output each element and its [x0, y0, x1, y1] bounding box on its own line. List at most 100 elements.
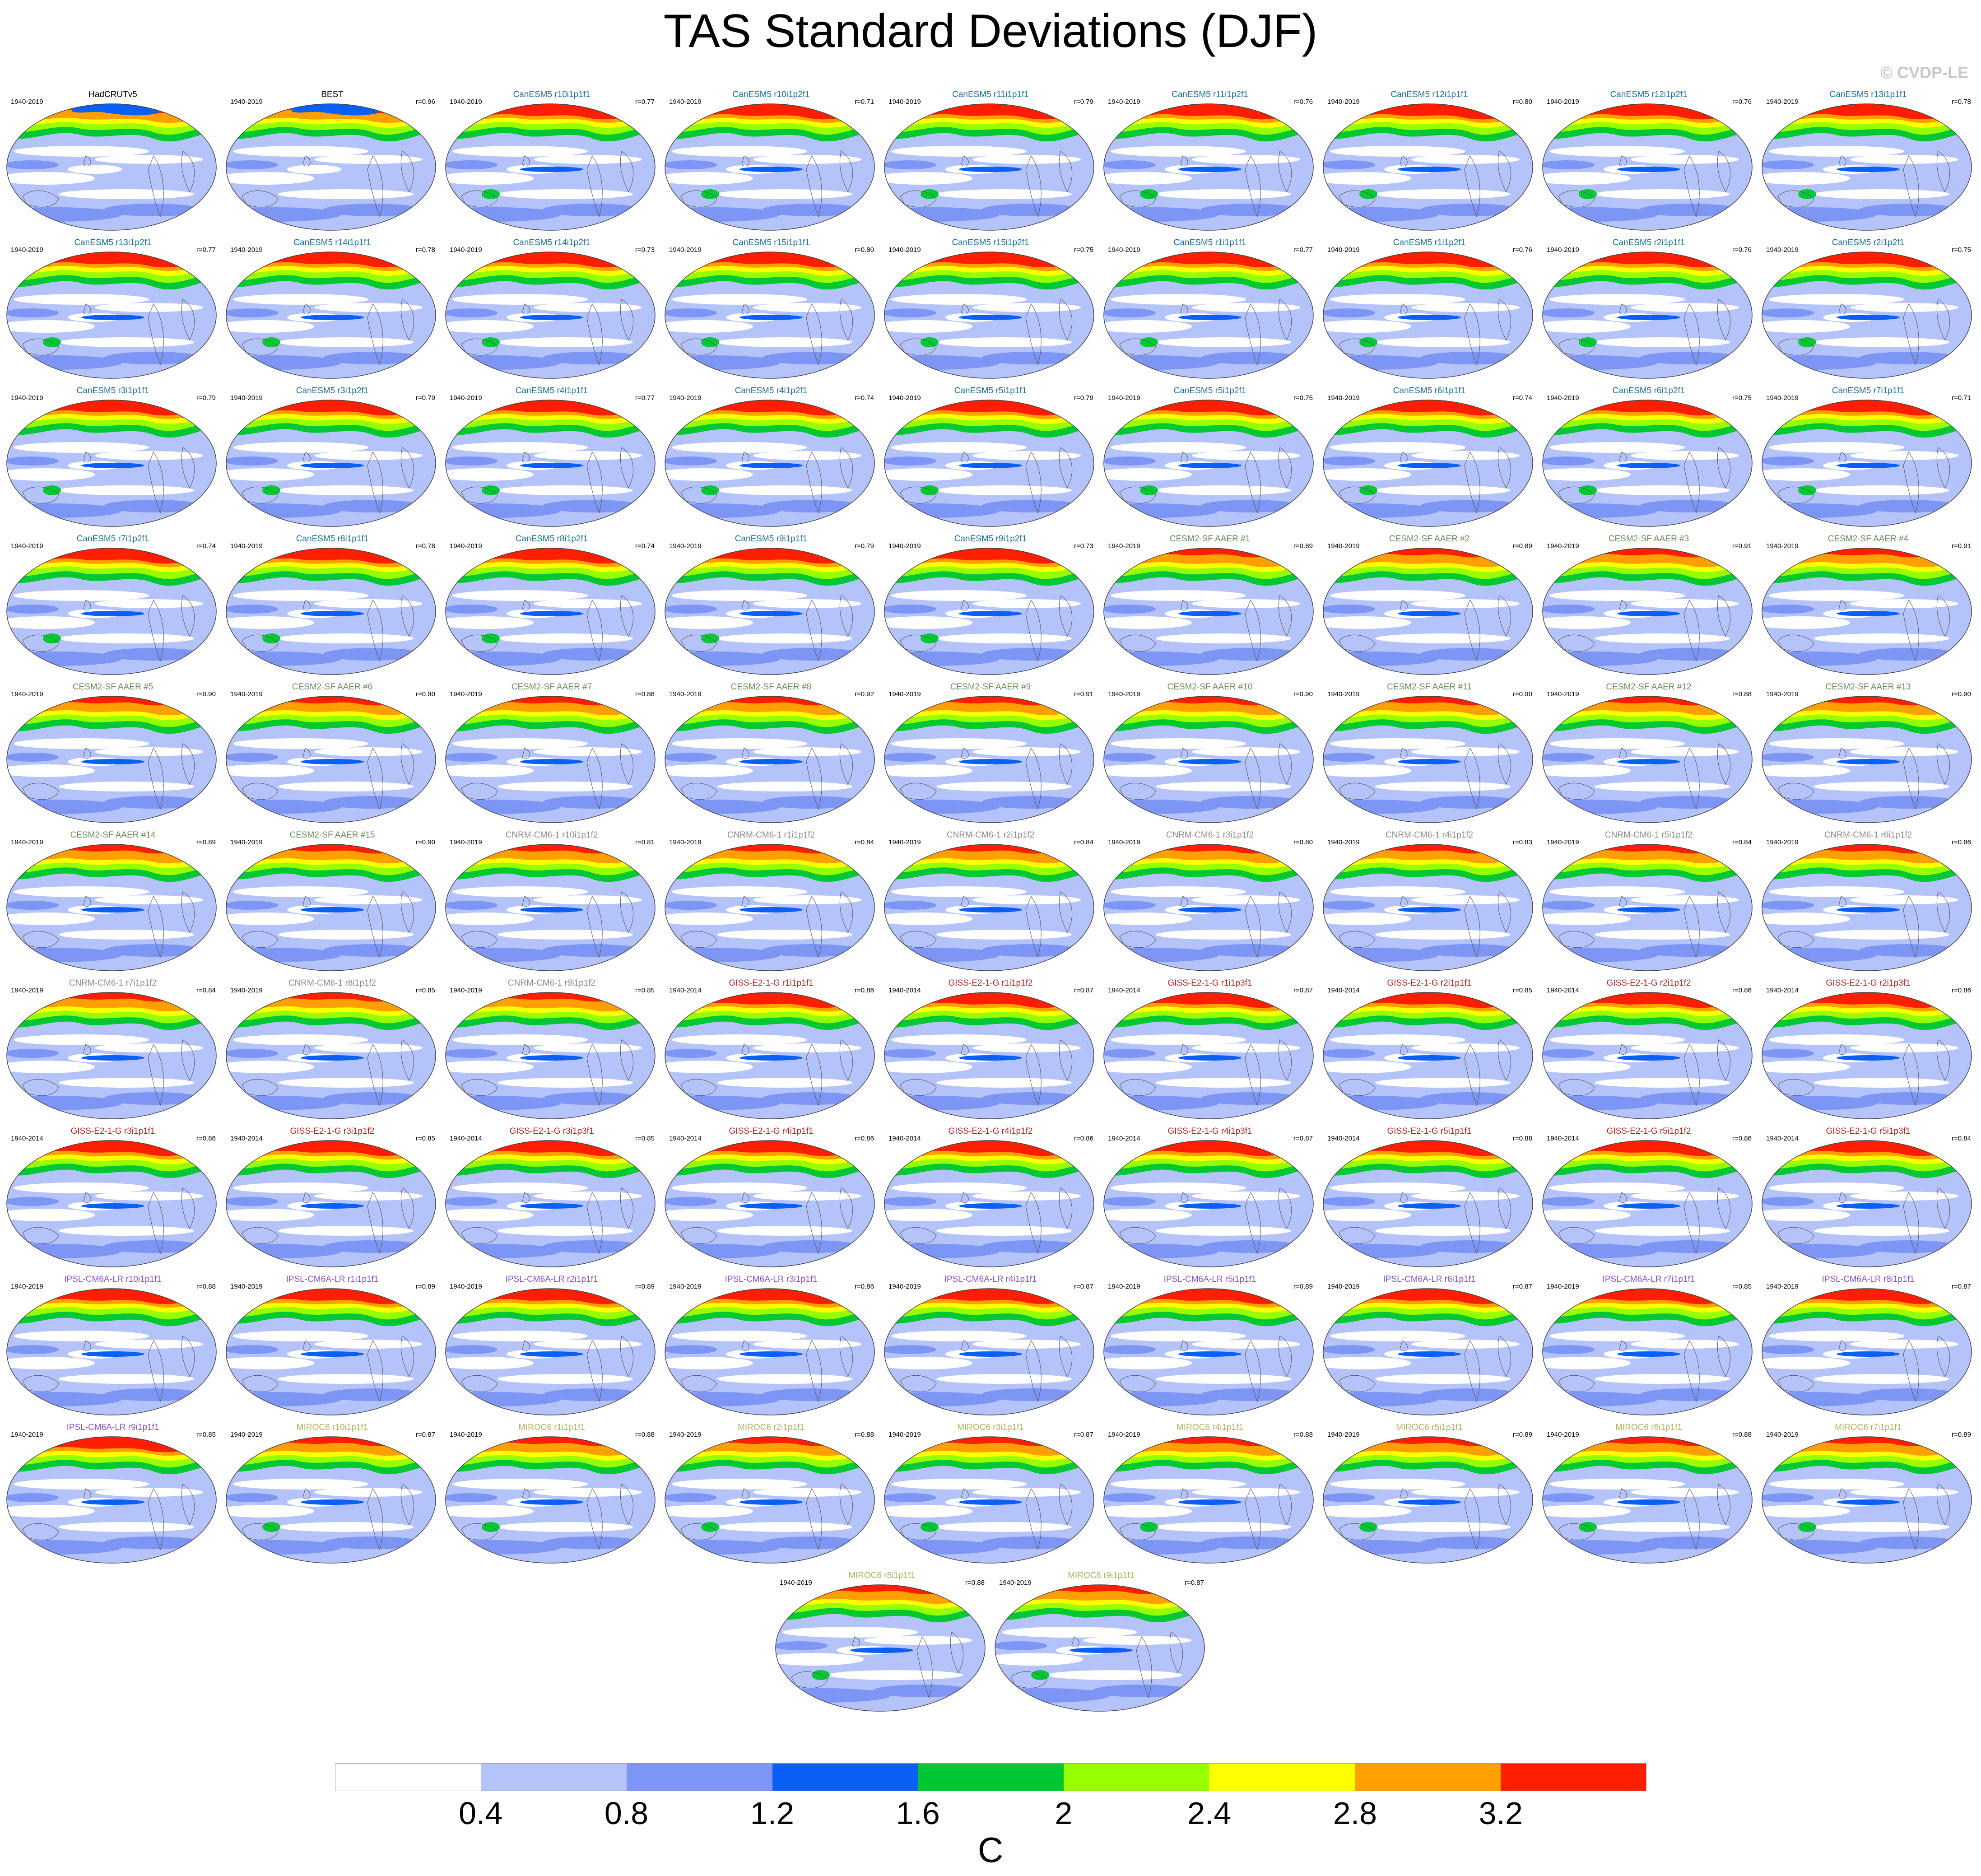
panel-correlation: r=0.89 [416, 1283, 435, 1290]
map-panel: GISS-E2-1-G r3i1p1f1 1940-2014 r=0.86 [5, 1125, 221, 1269]
panel-years: 1940-2019 [1327, 246, 1360, 254]
panel-years: 1940-2019 [888, 542, 921, 550]
panel-name: MIROC6 r4i1p1f1 [1177, 1423, 1243, 1432]
panel-correlation: r=0.84 [855, 838, 874, 846]
world-map [1103, 103, 1314, 231]
world-map [884, 103, 1094, 231]
map-panel: GISS-E2-1-G r4i1p1f2 1940-2014 r=0.86 [882, 1125, 1099, 1269]
panel-name: CanESM5 r2i1p1f1 [1612, 238, 1685, 247]
world-map [6, 251, 217, 379]
map-panel: MIROC6 r10i1p1f1 1940-2019 r=0.87 [224, 1421, 441, 1565]
panel-correlation: r=0.86 [1732, 987, 1752, 994]
map-panel: CNRM-CM6-1 r4i1p1f2 1940-2019 r=0.83 [1321, 829, 1538, 973]
panel-name: IPSL-CM6A-LR r7i1p1f1 [1602, 1275, 1695, 1284]
world-map [1323, 696, 1533, 823]
panel-years: 1940-2019 [888, 1431, 921, 1438]
world-map [665, 1288, 875, 1415]
world-map [1103, 1140, 1314, 1267]
colorbar-tick-label: 2.8 [1333, 1796, 1377, 1831]
panel-name: CNRM-CM6-1 r9i1p1f2 [507, 978, 596, 988]
panel-name: CESM2-SF AAER #15 [289, 830, 375, 840]
panel-years: 1940-2019 [1327, 98, 1360, 106]
world-map [1542, 992, 1753, 1119]
map-panel: MIROC6 r9i1p1f1 1940-2019 r=0.87 [993, 1569, 1209, 1713]
panel-correlation: r=0.79 [1074, 394, 1093, 402]
panel-name: MIROC6 r7i1p1f1 [1835, 1423, 1902, 1432]
panel-name: CNRM-CM6-1 r8i1p1f2 [288, 978, 377, 988]
world-map [665, 548, 875, 675]
world-map [884, 992, 1094, 1119]
panel-name: CESM2-SF AAER #12 [1606, 682, 1692, 692]
world-map [1103, 1436, 1314, 1564]
world-map [6, 400, 217, 527]
map-panel: CanESM5 r9i1p2f1 1940-2019 r=0.73 [882, 532, 1099, 677]
map-panel: MIROC6 r3i1p1f1 1940-2019 r=0.87 [882, 1421, 1099, 1565]
panel-correlation: r=0.87 [1952, 1283, 1971, 1290]
panel-correlation: r=0.86 [1952, 987, 1971, 994]
colorbar-bin [772, 1764, 918, 1791]
panel-correlation: r=0.80 [1293, 838, 1313, 846]
world-map [6, 1436, 217, 1564]
panel-name: BEST [321, 90, 344, 99]
panel-correlation: r=0.89 [1293, 1283, 1313, 1290]
world-map [226, 1436, 436, 1564]
map-panel: CanESM5 r8i1p1f1 1940-2019 r=0.78 [224, 532, 441, 677]
map-panel: GISS-E2-1-G r2i1p1f1 1940-2014 r=0.85 [1321, 977, 1538, 1121]
map-panel: CanESM5 r2i1p1f1 1940-2019 r=0.76 [1540, 236, 1757, 381]
panel-years: 1940-2019 [1327, 394, 1360, 402]
panel-correlation: r=0.75 [1293, 394, 1313, 402]
panel-name: CanESM5 r1i1p1f1 [1173, 238, 1246, 247]
map-panel: CanESM5 r2i1p2f1 1940-2019 r=0.75 [1760, 236, 1976, 381]
panel-name: GISS-E2-1-G r1i1p1f1 [729, 978, 814, 988]
world-map [1103, 251, 1314, 379]
map-panel: CanESM5 r10i1p2f1 1940-2019 r=0.71 [663, 88, 879, 233]
panel-name: CNRM-CM6-1 r2i1p1f2 [946, 830, 1035, 840]
panel-years: 1940-2019 [669, 98, 702, 106]
panel-years: 1940-2014 [1327, 1135, 1360, 1142]
panel-correlation: r=0.83 [1513, 838, 1532, 846]
world-map [884, 844, 1094, 971]
map-panel: GISS-E2-1-G r4i1p1f1 1940-2014 r=0.86 [663, 1125, 879, 1269]
world-map [1542, 548, 1753, 675]
panel-name: CESM2-SF AAER #5 [72, 682, 153, 692]
panel-correlation: r=0.77 [1293, 246, 1313, 254]
panel-name: MIROC6 r6i1p1f1 [1615, 1423, 1682, 1432]
world-map [445, 1288, 656, 1415]
panel-years: 1940-2014 [1108, 987, 1140, 994]
panel-correlation: r=0.80 [855, 246, 874, 254]
world-map [445, 400, 656, 527]
world-map [1323, 844, 1533, 971]
panel-name: CanESM5 r3i1p2f1 [296, 386, 369, 396]
panel-correlation: r=0.76 [1513, 246, 1532, 254]
panel-correlation: r=0.85 [196, 1431, 216, 1438]
colorbar-tick-label: 1.2 [750, 1796, 794, 1831]
map-panel: IPSL-CM6A-LR r3i1p1f1 1940-2019 r=0.86 [663, 1273, 879, 1417]
map-panel: CNRM-CM6-1 r2i1p1f2 1940-2019 r=0.84 [882, 829, 1099, 973]
panel-correlation: r=0.86 [1074, 1135, 1093, 1142]
panel-years: 1940-2014 [1766, 987, 1799, 994]
panel-correlation: r=0.86 [196, 1135, 216, 1142]
world-map [445, 1140, 656, 1267]
panel-years: 1940-2019 [1547, 394, 1579, 402]
panel-years: 1940-2019 [11, 542, 43, 550]
world-map [884, 1140, 1094, 1267]
panel-years: 1940-2019 [450, 394, 482, 402]
panel-years: 1940-2014 [1108, 1135, 1140, 1142]
panel-name: CanESM5 r15i1p2f1 [952, 238, 1029, 247]
panel-name: CNRM-CM6-1 r1i1p1f2 [727, 830, 815, 840]
map-panel: IPSL-CM6A-LR r5i1p1f1 1940-2019 r=0.89 [1102, 1273, 1318, 1417]
world-map [884, 1288, 1094, 1415]
panel-correlation: r=0.74 [855, 394, 874, 402]
panel-correlation: r=0.89 [1293, 542, 1313, 550]
panel-name: IPSL-CM6A-LR r4i1p1f1 [944, 1275, 1037, 1284]
panel-name: CanESM5 r9i1p2f1 [954, 534, 1027, 544]
panel-name: CNRM-CM6-1 r10i1p1f2 [505, 830, 598, 840]
map-panel: IPSL-CM6A-LR r4i1p1f1 1940-2019 r=0.87 [882, 1273, 1099, 1417]
world-map [1762, 400, 1972, 527]
map-panel: CanESM5 r11i1p1f1 1940-2019 r=0.79 [882, 88, 1099, 233]
colorbar-tick-label: 2 [1055, 1796, 1073, 1831]
world-map [884, 251, 1094, 379]
map-panel: CESM2-SF AAER #9 1940-2019 r=0.91 [882, 680, 1099, 825]
world-map [775, 1584, 986, 1712]
world-map [884, 1436, 1094, 1564]
